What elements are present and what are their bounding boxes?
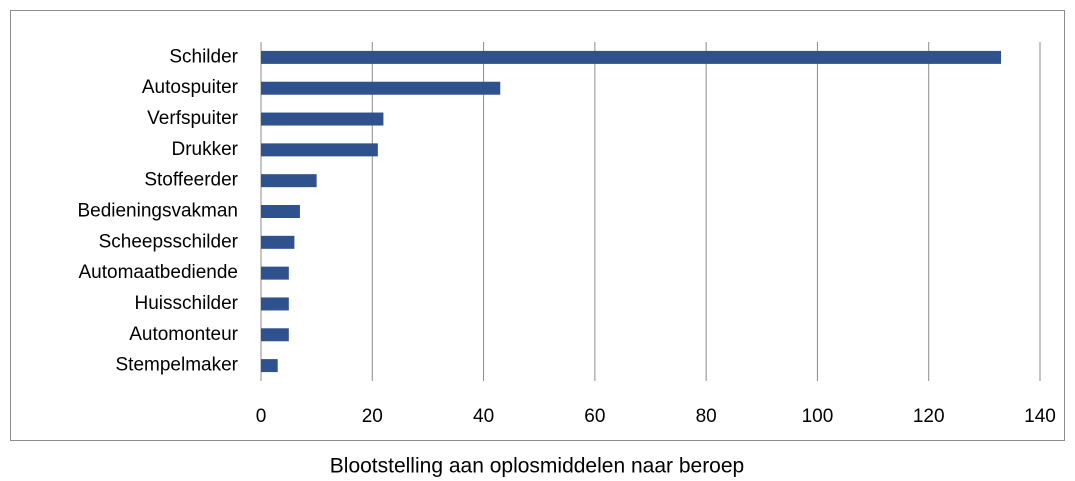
y-tick-label: Drukker: [171, 139, 238, 160]
x-tick-label: 100: [802, 406, 834, 427]
x-tick-label: 80: [696, 406, 717, 427]
chart-title: Blootstelling aan oplosmiddelen naar ber…: [330, 455, 744, 478]
chart-frame: [10, 10, 1065, 441]
bar: [261, 112, 384, 126]
bar: [261, 50, 1002, 64]
y-tick-label: Automonteur: [129, 324, 238, 345]
bar: [261, 174, 317, 188]
bar: [261, 297, 289, 311]
x-tick-label: 60: [584, 406, 605, 427]
y-tick-label: Automaatbediende: [78, 262, 238, 283]
bar: [261, 359, 278, 373]
x-tick-label: 20: [362, 406, 383, 427]
y-tick-label: Scheepsschilder: [99, 231, 239, 252]
y-tick-label: Bedieningsvakman: [77, 201, 238, 222]
x-tick-label: 140: [1024, 406, 1056, 427]
x-tick-label: 0: [256, 406, 267, 427]
bar: [261, 328, 289, 342]
bar: [261, 266, 289, 280]
y-tick-label: Autospuiter: [142, 77, 239, 98]
y-tick-label: Schilder: [169, 46, 238, 67]
bar: [261, 205, 300, 218]
y-tick-label: Verfspuiter: [147, 108, 238, 129]
y-tick-label: Stoffeerder: [144, 170, 238, 191]
x-tick-label: 40: [473, 406, 494, 427]
bar: [261, 81, 501, 95]
bar: [261, 235, 295, 249]
x-tick-label: 120: [913, 406, 945, 427]
bar: [261, 143, 378, 157]
y-tick-label: Huisschilder: [135, 293, 239, 314]
y-tick-label: Stempelmaker: [116, 355, 239, 376]
